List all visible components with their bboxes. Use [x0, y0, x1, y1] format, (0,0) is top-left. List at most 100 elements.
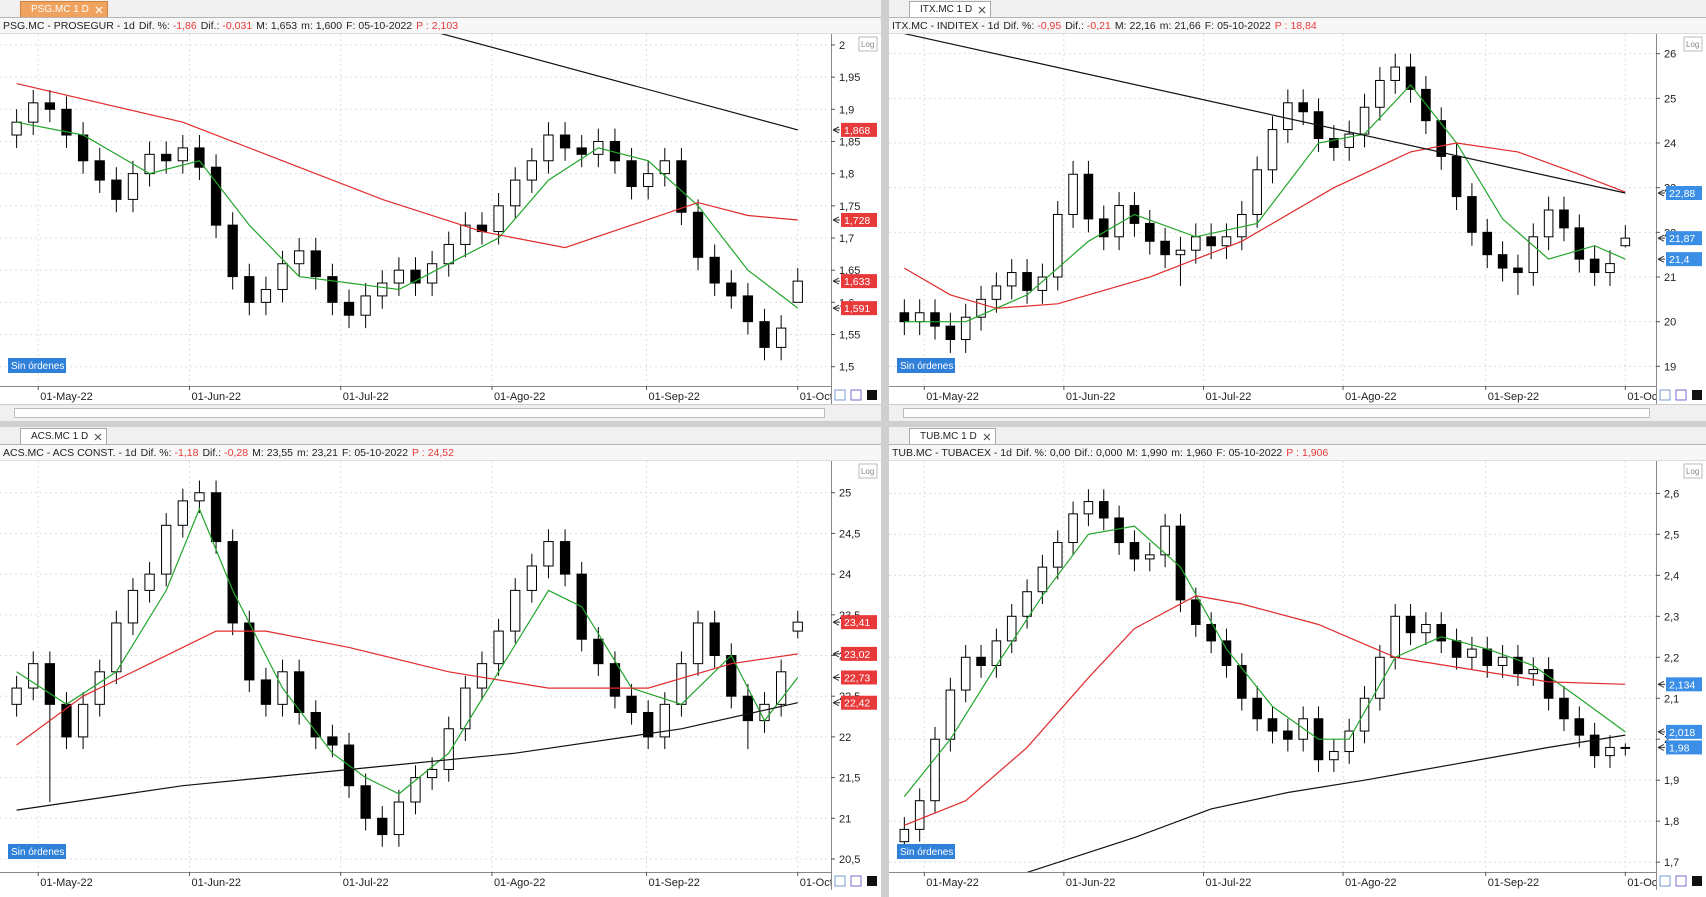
corner-tools[interactable]	[1659, 875, 1702, 887]
candle-body	[1589, 258, 1600, 274]
price-tag-label: 22,42	[844, 698, 870, 710]
stat-label: Dif.:	[202, 447, 222, 459]
stat-label: m:	[301, 20, 313, 32]
candle-body	[310, 711, 321, 738]
badge-bg	[897, 358, 955, 373]
log-button[interactable]: Log	[1683, 36, 1703, 52]
candle-body	[1267, 129, 1278, 171]
orders-badge: Sin órdenes	[8, 358, 66, 373]
candle-body	[626, 695, 637, 713]
moving-average	[16, 121, 799, 309]
candle-body	[44, 663, 56, 705]
tool-icon	[834, 875, 846, 887]
candle-body	[1467, 648, 1477, 658]
candle-body	[643, 711, 654, 738]
candle-body	[1022, 272, 1032, 291]
stat-label: Dif. %:	[138, 20, 170, 32]
y-tick-label: 2,2	[1664, 652, 1679, 664]
y-tick-label: 2,3	[1664, 611, 1679, 623]
candle-body	[28, 663, 39, 689]
candle-body	[277, 263, 288, 290]
candle-body	[1390, 66, 1401, 81]
x-tick-label: 01-May-22	[40, 877, 93, 889]
y-tick-label: 2	[1664, 734, 1670, 746]
stat-value: 18,84	[1290, 20, 1317, 32]
price-tag	[841, 212, 877, 227]
candle-body	[161, 153, 172, 162]
corner-tools[interactable]	[834, 389, 877, 401]
candle-body	[260, 288, 272, 303]
corner-tools[interactable]	[834, 875, 877, 887]
tag-arrow	[1657, 680, 1665, 688]
tab-close[interactable]	[94, 433, 102, 441]
tab-close[interactable]	[978, 6, 986, 14]
candle-body	[543, 541, 554, 567]
stat-label: Dif. %:	[140, 447, 172, 459]
tool-icon	[867, 390, 877, 400]
price-tag-label: 22,73	[844, 672, 870, 684]
candle-body	[1006, 272, 1017, 287]
chart-tab[interactable]: ACS.MC 1 D	[20, 428, 108, 444]
candle-body	[576, 147, 587, 155]
candle-body	[1528, 669, 1539, 675]
candle-body	[899, 828, 910, 843]
stat-value: 1,990	[1140, 447, 1168, 459]
y-tick-label: 24,5	[839, 528, 860, 540]
x-tick-label: 01-Jun-22	[1066, 877, 1116, 889]
symbol-title: TUB.MC - TUBACEX - 1d	[892, 447, 1012, 459]
stat-value: -0,28	[224, 447, 249, 459]
close-icon	[978, 6, 986, 14]
price-tag-label: 2,018	[1669, 727, 1695, 739]
tab-close[interactable]	[983, 433, 991, 441]
price-tag-label: 22,88	[1669, 188, 1695, 200]
moving-average	[1026, 734, 1626, 872]
scrollbar[interactable]	[889, 404, 1706, 421]
scrollbar[interactable]	[0, 404, 881, 421]
badge-bg	[8, 844, 66, 859]
candle-body	[976, 656, 986, 666]
candle-body	[1543, 669, 1554, 699]
y-tick-label: 24	[839, 569, 851, 581]
stat-value: 05-10-2022	[354, 447, 409, 459]
candle-body	[1451, 640, 1462, 658]
candle-body	[1528, 236, 1539, 274]
candle-body	[94, 160, 105, 181]
price-tag-label: 1,728	[844, 215, 870, 227]
symbol-title: ACS.MC - ACS CONST. - 1d	[3, 447, 137, 459]
candle-body	[899, 312, 910, 323]
symbol-title: ITX.MC - INDITEX - 1d	[892, 20, 1000, 32]
chart-tab[interactable]: TUB.MC 1 D	[909, 428, 996, 444]
candle-body	[1283, 730, 1293, 740]
scroll-thumb[interactable]	[903, 408, 1650, 418]
stat-value: 0,00	[1049, 447, 1071, 459]
candle-body	[1390, 615, 1401, 658]
price-tag	[841, 301, 877, 316]
stat-value: -0,21	[1086, 20, 1111, 32]
candle-body	[775, 327, 787, 348]
candle-body	[1329, 751, 1339, 761]
stat-label: m:	[297, 447, 309, 459]
log-button[interactable]: Log	[858, 36, 878, 52]
tag-arrow	[1657, 728, 1665, 736]
corner-tools[interactable]	[1659, 389, 1702, 401]
candle-body	[1375, 79, 1385, 108]
y-tick-label: 2,4	[1664, 570, 1679, 582]
log-button[interactable]: Log	[858, 463, 878, 479]
price-tag	[1666, 724, 1702, 739]
tool-icon	[834, 389, 846, 401]
y-tick-label: 21	[1664, 272, 1676, 284]
chart: Sin órdenes 01-May-22 01-Jun-22 01-Jul-22 01…	[889, 34, 1706, 404]
chart-tab[interactable]: PSG.MC 1 D	[20, 1, 108, 17]
x-tick-label: 01-Ago-22	[494, 391, 545, 403]
candle-body	[1267, 718, 1278, 732]
x-tick-label: 01-Ago-22	[1345, 391, 1396, 403]
scroll-thumb[interactable]	[14, 408, 825, 418]
log-button[interactable]: Log	[1683, 463, 1703, 479]
tab-close[interactable]	[95, 6, 103, 14]
candle-body	[1497, 656, 1508, 666]
candle-body	[1052, 213, 1063, 278]
candle-body	[1252, 697, 1262, 720]
chart-tab[interactable]: ITX.MC 1 D	[909, 1, 992, 17]
stat-value: 23,55	[266, 447, 294, 459]
badge-text: Sin órdenes	[900, 361, 953, 372]
